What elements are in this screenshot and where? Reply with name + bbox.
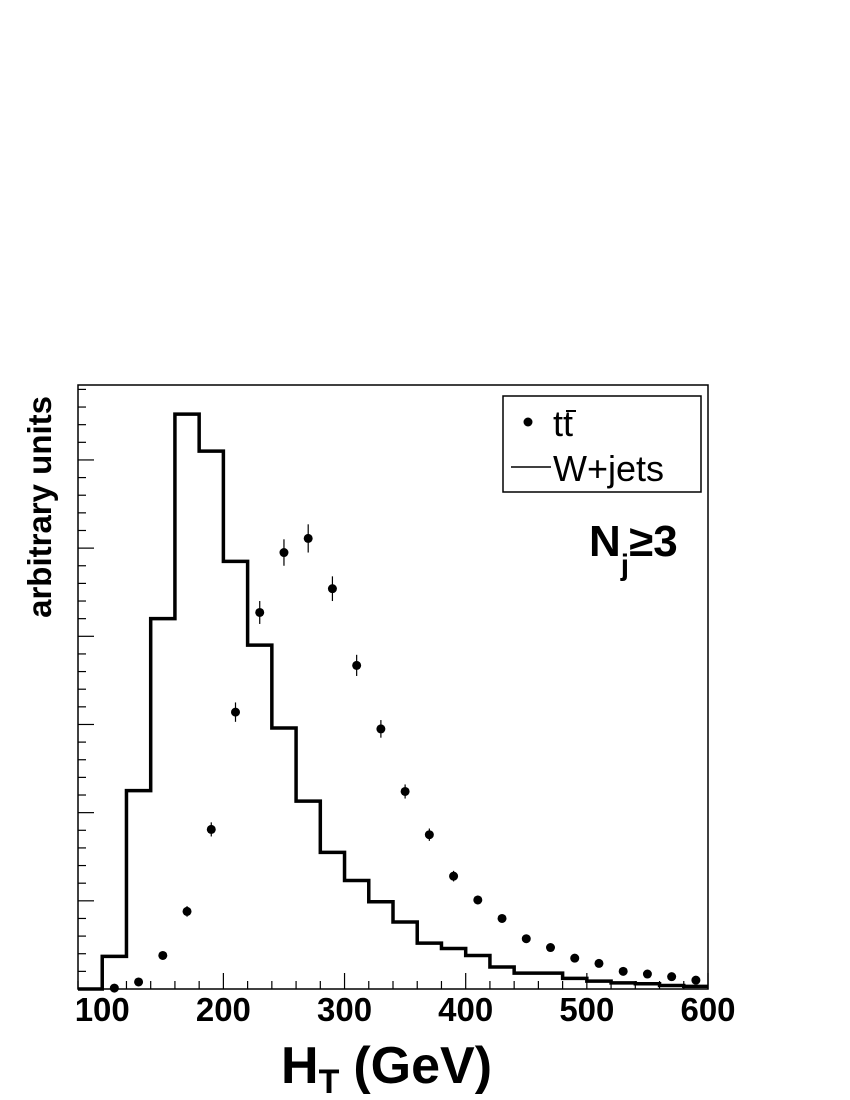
ttbar-point [376, 724, 386, 734]
ttbar-point [400, 786, 410, 796]
ttbar-point [255, 607, 265, 617]
ttbar-point [691, 975, 701, 985]
legend-ttbar-label: tt [553, 403, 573, 444]
x-tick-label: 600 [680, 991, 735, 1028]
x-tick-label: 300 [317, 991, 372, 1028]
y-axis-title: arbitrary units [21, 396, 58, 618]
ttbar-point [449, 871, 459, 881]
ttbar-point [134, 977, 144, 987]
legend-wjets-label: W+jets [553, 448, 664, 489]
legend: tt W+jets [502, 395, 702, 493]
legend-ttbar-label-tbar: t [563, 403, 573, 444]
ttbar-point [206, 824, 216, 834]
ttbar-point [618, 966, 628, 976]
ttbar-point [279, 548, 289, 558]
x-tick-label: 500 [559, 991, 614, 1028]
ttbar-point [594, 958, 604, 968]
legend-box [502, 395, 702, 493]
ttbar-point [642, 969, 652, 979]
legend-ttbar-label-t: t [553, 403, 563, 444]
x-axis-title-unit: (GeV) [353, 1037, 492, 1095]
x-axis-title-sub: T [319, 1063, 340, 1100]
x-axis-title: HT (GeV) [281, 1037, 492, 1100]
x-axis-ticks [77, 973, 709, 989]
ttbar-point [473, 895, 483, 905]
ttbar-point [182, 906, 192, 916]
njets-annotation: Nj≥3 [589, 517, 678, 582]
ttbar-point [303, 533, 313, 543]
series-wjets-step-line [78, 412, 708, 991]
ttbar-point [546, 943, 555, 953]
y-axis-ticks [78, 388, 94, 990]
x-axis-title-main: H [281, 1037, 319, 1095]
x-tick-label: 100 [75, 991, 130, 1028]
x-axis-tick-labels: 100 200 300 400 500 600 [75, 991, 736, 1028]
njets-annotation-sub: j [620, 549, 629, 582]
ttbar-point [497, 913, 507, 923]
ttbar-point [570, 953, 580, 963]
ttbar-point [667, 972, 677, 982]
ttbar-point [327, 584, 337, 594]
ttbar-point [352, 660, 362, 670]
x-tick-label: 400 [438, 991, 493, 1028]
ttbar-point [109, 983, 119, 993]
njets-annotation-rel: ≥3 [629, 517, 678, 566]
legend-ttbar-marker [523, 417, 533, 427]
ttbar-point [231, 707, 240, 717]
x-tick-label: 200 [196, 991, 251, 1028]
ttbar-point [521, 934, 531, 944]
ttbar-point [424, 830, 434, 840]
ttbar-point [158, 950, 168, 960]
njets-annotation-main: N [589, 517, 621, 566]
series-ttbar-points [109, 524, 701, 993]
